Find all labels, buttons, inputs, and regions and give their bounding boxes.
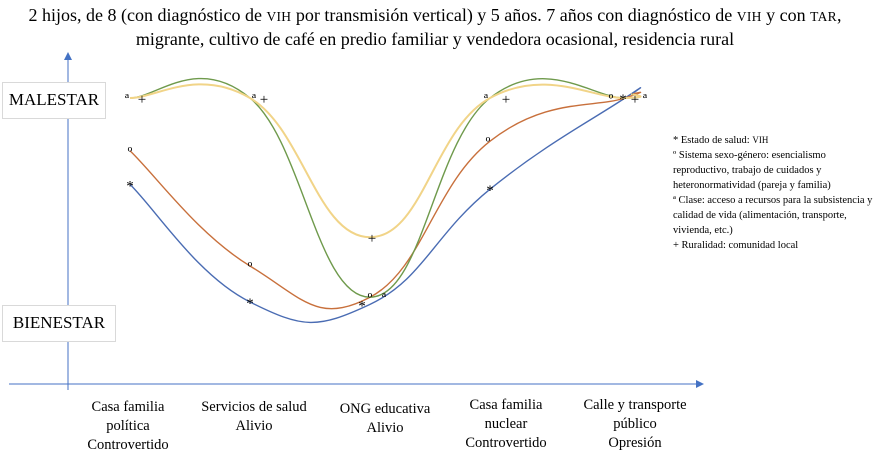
marker-sistema-sexo-genero-3: º: [368, 291, 373, 307]
marker-ruralidad-5: +: [631, 92, 639, 108]
marker-ruralidad-1: +: [138, 92, 146, 108]
legend-class: ª Clase: acceso a recursos para la subsi…: [673, 195, 873, 236]
marker-estado-de-salud-4: *: [486, 183, 494, 199]
x-axis-arrow: [696, 380, 704, 388]
category-calle-transporte: Calle y transporte público Opresión: [568, 396, 702, 453]
marker-ruralidad-2: +: [260, 92, 268, 108]
marker-clase-5: ª: [643, 92, 648, 108]
y-axis-arrow: [64, 52, 72, 60]
category-casa-familia-nuclear: Casa familia nuclear Controvertido: [448, 396, 564, 453]
y-label-bienestar: BIENESTAR: [2, 305, 116, 342]
marker-estado-de-salud-1: *: [126, 178, 134, 194]
marker-estado-de-salud-5: *: [619, 92, 627, 108]
category-casa-familia-politica: Casa familia política Controvertido: [70, 398, 186, 455]
series-line-ruralidad: [129, 83, 642, 239]
legend-health: * Estado de salud: VIH: [673, 135, 769, 146]
marker-estado-de-salud-2: *: [246, 296, 254, 312]
chart-title: 2 hijos, de 8 (con diagnóstico de VIH po…: [28, 5, 842, 49]
y-label-malestar: MALESTAR: [2, 82, 106, 119]
marker-sistema-sexo-genero-4: º: [486, 135, 491, 151]
marker-clase-4: ª: [484, 92, 489, 108]
category-servicios-salud: Servicios de salud Alivio: [190, 398, 318, 436]
marker-sistema-sexo-genero-2: º: [248, 260, 253, 276]
series-line-clase: [129, 77, 642, 298]
marker-ruralidad-3: +: [368, 231, 376, 247]
marker-clase-1: ª: [125, 92, 130, 108]
series-line-sistema-sexo-genero: [129, 91, 642, 310]
legend-rural: + Ruralidad: comunidad local: [673, 240, 799, 251]
legend: * Estado de salud: VIH º Sistema sexo-gé…: [673, 133, 873, 253]
marker-ruralidad-4: +: [502, 92, 510, 108]
marker-sistema-sexo-genero-5: º: [609, 92, 614, 108]
category-ong-educativa: ONG educativa Alivio: [324, 400, 446, 438]
marker-sistema-sexo-genero-1: º: [128, 145, 133, 161]
marker-estado-de-salud-3: *: [358, 298, 366, 314]
marker-clase-3: ª: [382, 291, 387, 307]
legend-gender: º Sistema sexo-género: esencialismo repr…: [673, 150, 831, 191]
marker-clase-2: ª: [252, 92, 257, 108]
